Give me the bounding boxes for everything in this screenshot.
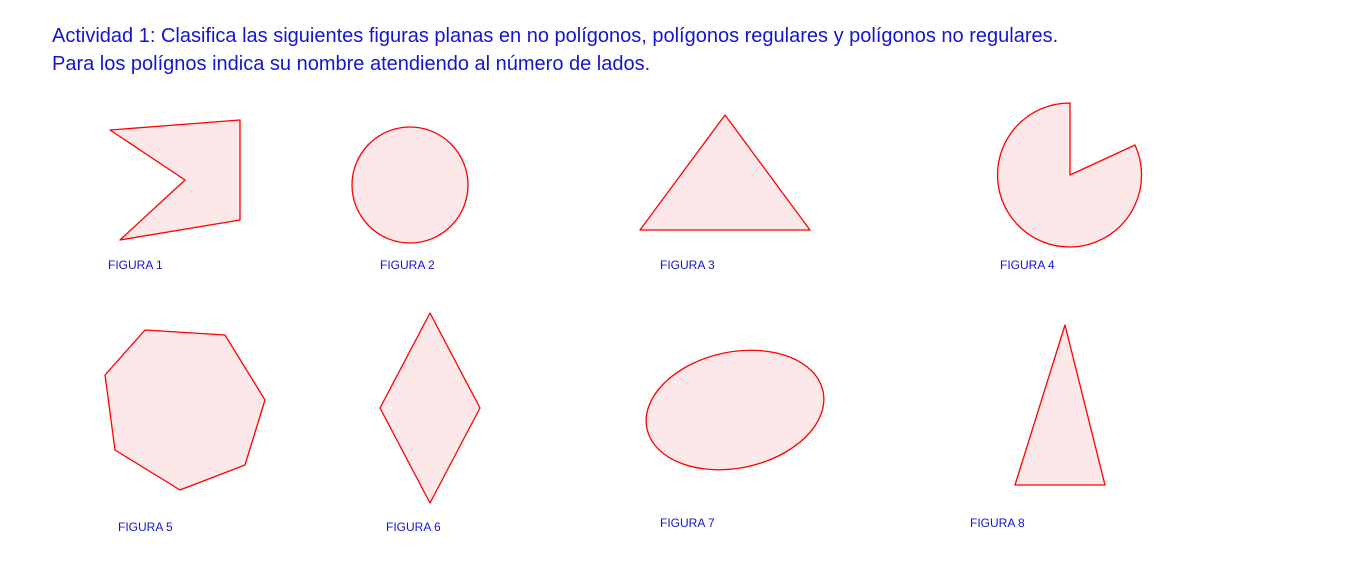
figure-7-label: FIGURA 7: [660, 516, 715, 530]
figure-8-shape: [1010, 320, 1110, 495]
heading-text-1: Actividad 1: Clasifica las siguientes fi…: [52, 25, 1058, 47]
figure-1-shape: [100, 110, 260, 260]
figure-5-shape: [95, 320, 275, 500]
figure-6-label: FIGURA 6: [386, 520, 441, 534]
activity-heading-line1: Actividad 1: Clasifica las siguientes fi…: [52, 22, 1058, 50]
figure-2-label: FIGURA 2: [380, 258, 435, 272]
figure-1-label: FIGURA 1: [108, 258, 163, 272]
figure-6-shape: [370, 308, 490, 508]
figure-4-label: FIGURA 4: [1000, 258, 1055, 272]
figure-7-shape: [635, 335, 835, 485]
heading-text-2: Para los polígnos indica su nombre atend…: [52, 53, 650, 75]
figure-2-shape: [340, 120, 480, 260]
figure-3-shape: [630, 110, 820, 240]
activity-heading-line2: Para los polígnos indica su nombre atend…: [52, 50, 650, 78]
figure-4-shape: [985, 95, 1155, 255]
figure-8-label: FIGURA 8: [970, 516, 1025, 530]
figure-3-label: FIGURA 3: [660, 258, 715, 272]
figure-5-label: FIGURA 5: [118, 520, 173, 534]
